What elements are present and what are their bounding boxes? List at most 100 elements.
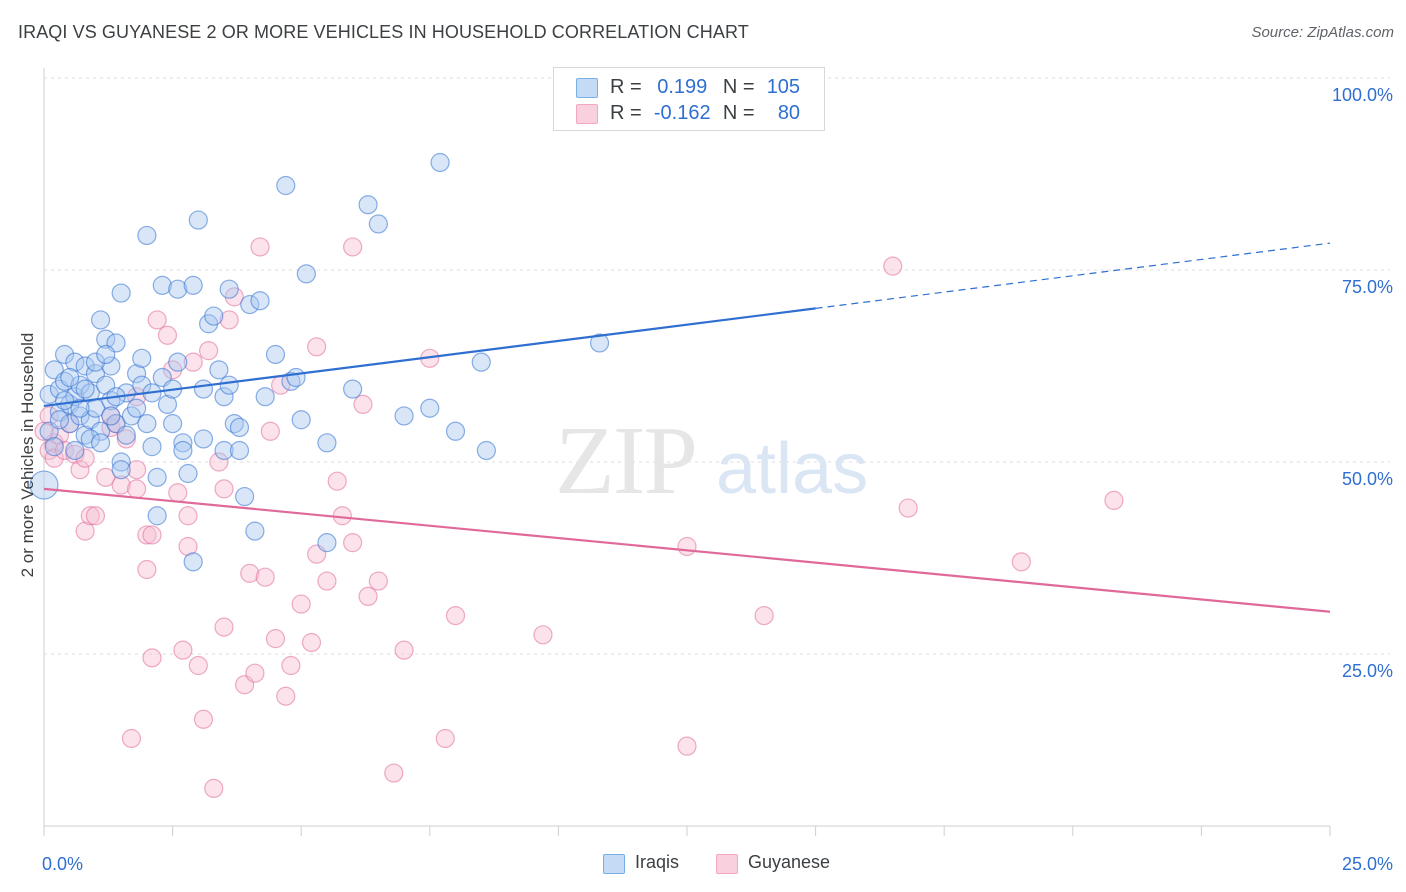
- point-iraqis-37: [142, 437, 162, 457]
- point-iraqis-22: [101, 356, 121, 376]
- trend-lines: [43, 242, 1331, 613]
- iraqis-swatch: [576, 78, 598, 98]
- point-iraqis-55: [193, 429, 214, 449]
- watermark: ZIP atlas: [555, 407, 868, 515]
- point-guyanese-49: [260, 421, 280, 441]
- point-iraqis-7: [60, 414, 80, 434]
- point-iraqis-102: [101, 406, 121, 426]
- point-iraqis-63: [224, 414, 244, 434]
- guyanese-swatch: [576, 104, 598, 124]
- point-iraqis-19: [90, 421, 111, 441]
- point-iraqis-61: [219, 279, 239, 299]
- n-label: N =: [722, 76, 755, 98]
- point-iraqis-52: [183, 552, 203, 572]
- point-guyanese-42: [219, 310, 239, 330]
- point-guyanese-3: [44, 448, 64, 468]
- point-iraqis-74: [286, 367, 306, 388]
- point-iraqis-66: [235, 486, 255, 507]
- point-guyanese-78: [1104, 490, 1124, 510]
- point-iraqis-86: [471, 352, 491, 372]
- point-iraqis-104: [111, 460, 131, 480]
- point-guyanese-63: [353, 394, 373, 414]
- r-value-guyanese: -0.162: [653, 102, 711, 124]
- trend-line-iraqis-projection: [815, 242, 1331, 309]
- point-guyanese-73: [677, 536, 697, 557]
- axes: [43, 68, 1331, 836]
- point-guyanese-54: [291, 594, 311, 614]
- point-iraqis-14: [80, 383, 100, 403]
- point-iraqis-83: [420, 398, 440, 418]
- point-iraqis-94: [60, 367, 80, 388]
- point-iraqis-50: [178, 463, 198, 484]
- point-iraqis-54: [193, 379, 214, 399]
- point-iraqis-60: [214, 440, 234, 461]
- point-iraqis-5: [54, 371, 75, 391]
- point-iraqis-47: [168, 352, 188, 372]
- point-guyanese-11: [80, 506, 100, 526]
- point-iraqis-76: [296, 264, 316, 284]
- point-iraqis-99: [85, 352, 106, 372]
- point-guyanese-41: [214, 617, 234, 637]
- guyanese-legend-swatch: [716, 854, 738, 874]
- n-label: N =: [722, 102, 755, 124]
- point-guyanese-23: [137, 559, 157, 580]
- point-guyanese-39: [209, 452, 229, 472]
- point-iraqis-69: [250, 291, 270, 311]
- point-iraqis-31: [126, 364, 147, 384]
- y-tick-label-2: 75.0%: [1342, 277, 1393, 297]
- point-iraqis-62: [219, 375, 239, 395]
- point-iraqis-70: [255, 387, 275, 407]
- y-tick-label-0: 25.0%: [1342, 661, 1393, 681]
- point-iraqis-84: [430, 152, 450, 173]
- point-guyanese-12: [85, 506, 106, 526]
- iraqis-legend-swatch: [603, 854, 625, 874]
- point-iraqis-41: [152, 275, 172, 295]
- point-iraqis-79: [343, 379, 363, 399]
- point-iraqis-53: [188, 210, 208, 230]
- point-iraqis-49: [173, 440, 193, 461]
- point-iraqis-51: [183, 275, 203, 295]
- point-iraqis-29: [116, 383, 136, 403]
- point-guyanese-33: [178, 506, 198, 526]
- point-iraqis-4: [54, 344, 75, 365]
- r-value-iraqis: 0.199: [657, 76, 708, 98]
- point-iraqis-85: [445, 421, 466, 441]
- n-value-guyanese: 80: [777, 102, 801, 124]
- point-guyanese-32: [178, 536, 198, 557]
- point-guyanese-21: [126, 387, 147, 407]
- point-iraqis-88: [589, 333, 610, 353]
- x-tick-label-1: 25.0%: [1342, 854, 1393, 874]
- r-label: R =: [610, 102, 642, 124]
- point-iraqis-32: [126, 398, 147, 418]
- point-iraqis-48: [173, 433, 193, 453]
- point-iraqis-87: [476, 440, 496, 461]
- point-iraqis-12: [75, 356, 95, 376]
- point-guyanese-34: [183, 352, 203, 372]
- point-guyanese-17: [111, 475, 131, 495]
- point-iraqis-73: [281, 371, 301, 391]
- point-iraqis-82: [394, 406, 414, 426]
- point-guyanese-77: [1011, 552, 1031, 572]
- point-guyanese-1: [39, 406, 59, 426]
- legend-label-guyanese: Guyanese: [748, 852, 831, 872]
- point-guyanese-64: [358, 586, 378, 607]
- point-iraqis-68: [245, 521, 265, 541]
- point-guyanese-30: [168, 483, 188, 503]
- tick-labels: 25.0% 50.0% 75.0% 100.0% 0.0% 25.0%: [42, 85, 1393, 874]
- point-iraqis-101: [96, 344, 116, 365]
- point-iraqis-46: [168, 279, 188, 299]
- point-guyanese-62: [343, 533, 363, 553]
- stats-legend: R = 0.199 N = 105 R = -0.162 N = 80: [553, 67, 825, 131]
- point-guyanese-56: [307, 337, 327, 357]
- legend-label-iraqis: Iraqis: [635, 852, 680, 872]
- point-guyanese-65: [368, 571, 388, 591]
- point-iraqis-75: [291, 410, 311, 430]
- point-guyanese-22: [126, 479, 147, 499]
- point-iraqis-43: [157, 394, 178, 414]
- point-iraqis-95: [65, 440, 85, 461]
- point-iraqis-45: [163, 414, 183, 434]
- point-guyanese-72: [677, 736, 697, 756]
- point-guyanese-35: [188, 655, 208, 676]
- point-guyanese-38: [204, 778, 224, 799]
